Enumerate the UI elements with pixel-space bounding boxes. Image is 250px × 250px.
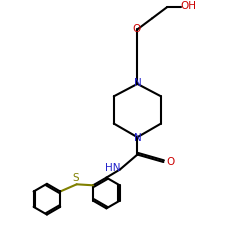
Text: HN: HN [105, 163, 121, 173]
Text: S: S [73, 173, 80, 183]
Text: O: O [166, 156, 174, 166]
Text: N: N [134, 78, 142, 88]
Text: OH: OH [180, 1, 196, 11]
Text: O: O [132, 24, 140, 34]
Text: N: N [134, 133, 142, 143]
